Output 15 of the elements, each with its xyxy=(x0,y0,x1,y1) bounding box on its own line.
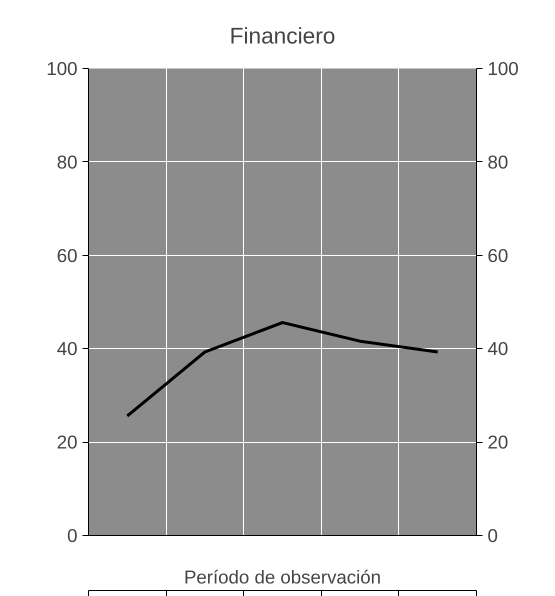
y-tick-label: 40 xyxy=(56,338,78,360)
line-series xyxy=(126,321,440,418)
chart-title: Financiero xyxy=(230,22,336,48)
y-tick-label: 100 xyxy=(46,58,78,79)
x-axis-title: Período de observación xyxy=(184,566,382,588)
y2-tick-label: 20 xyxy=(488,432,508,453)
y-tick-label: 0 xyxy=(67,525,78,546)
y2-tick-label: 40 xyxy=(488,338,508,360)
y-tick-label: 20 xyxy=(56,432,78,453)
y-tick-label: 60 xyxy=(56,244,78,266)
y2-tick-label: 100 xyxy=(488,58,519,79)
y2-tick-label: 0 xyxy=(488,525,498,546)
y2-tick-label: 60 xyxy=(488,244,508,266)
y2-tick-label: 80 xyxy=(488,151,508,172)
y-tick-label: 80 xyxy=(56,151,78,172)
